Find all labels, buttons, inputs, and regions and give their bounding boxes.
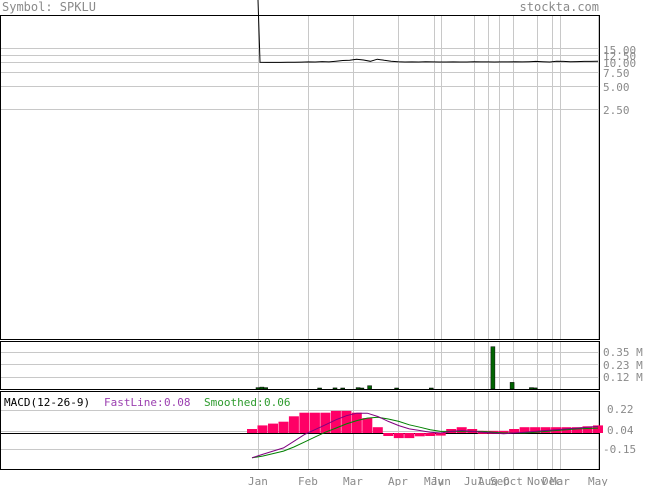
macd-layer bbox=[247, 410, 603, 459]
volume-bar bbox=[255, 387, 261, 390]
volume-bar bbox=[394, 387, 399, 390]
volume-bar bbox=[332, 387, 338, 390]
price-tick-label: 5.00 bbox=[603, 81, 630, 94]
macd-histogram-bar bbox=[362, 418, 373, 433]
macd-histogram-bar bbox=[257, 425, 268, 433]
volume-bar bbox=[490, 346, 496, 390]
macd-histogram-bar bbox=[268, 423, 278, 433]
price-tick-label: 15.00 bbox=[603, 44, 636, 57]
macd-histogram-bar bbox=[509, 429, 520, 433]
volume-bar bbox=[509, 382, 515, 390]
month-label: May bbox=[588, 475, 608, 486]
macd-histogram-bar bbox=[341, 410, 352, 433]
volume-bar bbox=[263, 387, 268, 390]
macd-histogram-bar bbox=[393, 433, 404, 439]
macd-histogram-bar bbox=[530, 427, 541, 433]
volume-tick-label: 0.23 M bbox=[603, 359, 643, 372]
macd-histogram-bar bbox=[383, 433, 394, 436]
macd-legend-title: MACD(12-26-9) bbox=[4, 396, 90, 409]
macd-histogram-bar bbox=[425, 433, 436, 436]
volume-bar bbox=[355, 387, 361, 390]
volume-bar bbox=[429, 387, 434, 390]
macd-smoothed-line bbox=[251, 416, 599, 459]
month-label: Aug bbox=[478, 475, 498, 486]
macd-histogram-bar bbox=[593, 425, 603, 433]
volume-bar bbox=[359, 387, 365, 390]
month-label: Jul bbox=[464, 475, 484, 486]
volume-layer bbox=[255, 346, 538, 390]
price-tick-label: 12.50 bbox=[603, 50, 636, 63]
month-label: Sep bbox=[490, 475, 510, 486]
month-label: Mar bbox=[550, 475, 570, 486]
month-label: Feb bbox=[298, 475, 318, 486]
macd-histogram-bar bbox=[582, 426, 593, 433]
macd-histogram-bar bbox=[519, 427, 530, 433]
month-label: Jan bbox=[248, 475, 268, 486]
macd-histogram-bar bbox=[278, 421, 289, 433]
macd-histogram-bar bbox=[247, 429, 257, 433]
volume-bar bbox=[532, 387, 538, 390]
month-label: Mar bbox=[343, 475, 363, 486]
month-label: Apr bbox=[388, 475, 408, 486]
macd-histogram-bar bbox=[414, 433, 425, 437]
macd-histogram-bar bbox=[404, 433, 415, 439]
macd-histogram-bar bbox=[330, 410, 341, 433]
macd-histogram-bar bbox=[372, 427, 383, 433]
price-tick-label: 2.50 bbox=[603, 104, 630, 117]
macd-histogram-bar bbox=[435, 432, 446, 436]
macd-histogram-bar bbox=[351, 412, 362, 433]
macd-smooth-value: 0.06 bbox=[264, 396, 291, 409]
macd-fast-line bbox=[251, 412, 599, 459]
macd-tick-label: -0.15 bbox=[603, 443, 636, 456]
price-panel-frame bbox=[0, 15, 600, 340]
macd-histogram-bar bbox=[498, 430, 509, 434]
volume-bar bbox=[340, 387, 345, 390]
month-label: Oct bbox=[503, 475, 523, 486]
month-label: Jun bbox=[431, 475, 451, 486]
volume-bar bbox=[529, 387, 534, 390]
month-label: Dec bbox=[542, 475, 562, 486]
macd-histogram-bar bbox=[320, 412, 331, 433]
macd-smooth-label: Smoothed: bbox=[204, 396, 264, 409]
macd-histogram-bar bbox=[572, 427, 582, 433]
month-label: May bbox=[424, 475, 444, 486]
month-label: Nov bbox=[527, 475, 547, 486]
macd-histogram-bar bbox=[309, 412, 320, 433]
grid-lines bbox=[1, 16, 599, 469]
volume-bar bbox=[367, 385, 372, 390]
volume-bar bbox=[317, 387, 322, 390]
macd-tick-label: 0.22 bbox=[607, 403, 634, 416]
price-tick-label: 10.00 bbox=[603, 57, 636, 70]
macd-fast-label: FastLine: bbox=[104, 396, 164, 409]
volume-tick-label: 0.35 M bbox=[603, 346, 643, 359]
price-line bbox=[257, 0, 599, 63]
site-label[interactable]: stockta.com bbox=[519, 0, 599, 14]
symbol-label: Symbol: SPKLU bbox=[2, 0, 96, 14]
price-tick-label: 7.50 bbox=[603, 67, 630, 80]
volume-panel-frame bbox=[0, 341, 600, 390]
macd-histogram-bar bbox=[288, 416, 299, 433]
macd-tick-label: 0.04 bbox=[607, 424, 634, 437]
volume-bar bbox=[259, 386, 265, 390]
macd-histogram-bar bbox=[299, 412, 310, 433]
macd-fast-value: 0.08 bbox=[164, 396, 191, 409]
price-layer bbox=[257, 0, 599, 63]
volume-tick-label: 0.12 M bbox=[603, 371, 643, 384]
